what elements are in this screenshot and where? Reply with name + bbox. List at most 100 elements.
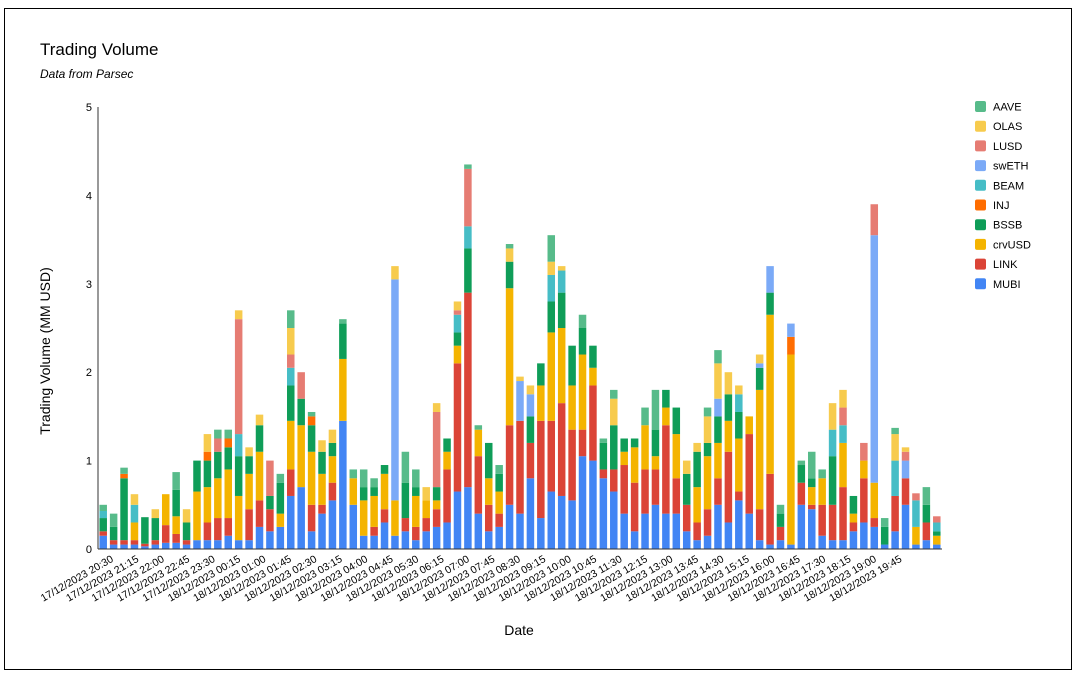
stacked-bar [307, 411, 316, 549]
stacked-bar [151, 509, 160, 549]
bar-segment-beam [547, 274, 556, 302]
bar-segment-crvusd [724, 420, 733, 452]
bar-segment-bssb [453, 332, 462, 346]
bar-segment-link [401, 518, 410, 532]
legend-swatch-lusd [975, 140, 986, 152]
bar-segment-aave [307, 411, 316, 417]
bar-segment-crvusd [370, 495, 378, 527]
bar-segment-link [422, 518, 430, 532]
bar-segment-bssb [255, 425, 264, 452]
legend-label-link: LINK [993, 259, 1018, 271]
bar-segment-aave [172, 472, 180, 490]
bar-segment-mubi [797, 504, 806, 549]
stacked-bar [182, 509, 191, 549]
bar-segment-mubi [193, 540, 201, 549]
bar-segment-beam [828, 429, 837, 457]
bar-segment-bssb [766, 292, 774, 315]
legend-swatch-aave [975, 101, 986, 112]
stacked-bar [453, 301, 462, 549]
bar-segment-beam [99, 510, 107, 519]
bar-segment-bssb [776, 513, 785, 527]
bar-segment-mubi [641, 513, 649, 549]
stacked-bar [214, 429, 222, 549]
bar-segment-olas [755, 354, 764, 364]
stacked-bar [391, 266, 399, 549]
bar-segment-mubi [630, 531, 639, 549]
legend-swatch-olas [975, 120, 986, 132]
bar-segment-link [443, 469, 451, 523]
bar-segment-lusd [860, 442, 868, 461]
stacked-bar [745, 416, 753, 549]
bar-segment-link [182, 540, 191, 545]
bar-segment-mubi [464, 487, 472, 549]
stacked-bar [797, 460, 806, 549]
bar-segment-olas [891, 434, 899, 461]
bar-segment-mubi [912, 544, 920, 549]
bar-segment-mubi [922, 540, 931, 549]
stacked-bar [255, 414, 264, 549]
bar-segment-sweth [901, 460, 910, 479]
bar-segment-lusd [266, 460, 274, 496]
bar-segment-crvusd [568, 385, 576, 430]
bar-segment-aave [99, 504, 107, 511]
bar-segment-link [568, 429, 576, 501]
bar-segment-link [266, 509, 274, 532]
bar-segment-aave [505, 244, 514, 249]
bar-segment-crvusd [234, 495, 243, 541]
bar-segment-olas [735, 385, 743, 395]
bar-segment-olas [130, 494, 139, 505]
bar-segment-bssb [307, 425, 316, 452]
bar-segment-mubi [839, 540, 847, 549]
bar-segment-sweth [766, 266, 774, 293]
bar-segment-bssb [703, 442, 712, 457]
bar-segment-bssb [724, 394, 733, 421]
stacked-bar [568, 345, 576, 549]
bar-segment-bssb [318, 451, 326, 474]
bar-segment-link [662, 425, 670, 514]
bar-segment-crvusd [453, 345, 462, 364]
bar-segment-crvusd [203, 487, 212, 523]
bar-segment-bssb [120, 478, 128, 541]
bar-segment-mubi [234, 540, 243, 549]
bar-segment-mubi [672, 513, 681, 549]
bar-segment-crvusd [641, 425, 649, 470]
bar-segment-beam [912, 500, 920, 527]
bar-segment-bssb [109, 526, 118, 541]
stacked-bar [224, 429, 232, 549]
bar-segment-crvusd [339, 358, 347, 421]
bar-segment-bssb [339, 323, 347, 359]
bar-segment-mubi [151, 544, 160, 549]
bar-segment-mubi [901, 504, 910, 549]
bar-segment-olas [828, 403, 837, 430]
bar-segment-lusd [933, 516, 941, 523]
bar-segment-olas [703, 416, 712, 443]
stacked-bar [422, 487, 430, 549]
bar-segment-mubi [203, 540, 212, 549]
bars-layer [99, 164, 941, 549]
y-tick-label: 5 [86, 102, 92, 114]
bar-segment-crvusd [547, 332, 556, 421]
bar-segment-bssb [651, 429, 660, 457]
bar-segment-beam [839, 425, 847, 443]
bar-segment-crvusd [735, 438, 743, 492]
bar-segment-link [203, 522, 212, 541]
stacked-bar [339, 319, 347, 549]
bar-segment-link [901, 478, 910, 505]
bar-segment-link [537, 420, 545, 519]
legend-label-beam: BEAM [993, 180, 1024, 192]
bar-segment-bssb [682, 473, 691, 505]
bar-segment-mubi [651, 504, 660, 549]
bar-segment-link [495, 513, 503, 527]
bar-segment-beam [891, 460, 899, 496]
bar-segment-link [505, 425, 514, 505]
bar-segment-link [589, 385, 597, 461]
bar-segment-bssb [537, 363, 545, 386]
bar-segment-sweth [870, 235, 879, 483]
bar-segment-mubi [370, 535, 378, 549]
bar-segment-link [651, 469, 660, 505]
stacked-bar [99, 504, 107, 549]
stacked-bar [724, 372, 733, 549]
stacked-bar [557, 266, 566, 549]
bar-segment-mubi [891, 531, 899, 549]
bar-segment-bssb [849, 495, 858, 514]
